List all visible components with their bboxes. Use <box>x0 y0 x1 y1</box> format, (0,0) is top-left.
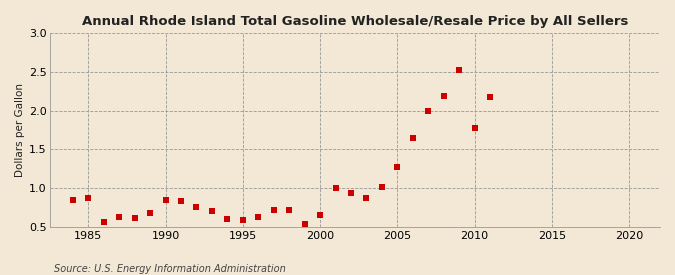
Point <box>83 196 94 200</box>
Point <box>144 210 155 215</box>
Point <box>68 198 78 202</box>
Point <box>485 95 495 100</box>
Point <box>253 214 264 219</box>
Y-axis label: Dollars per Gallon: Dollars per Gallon <box>15 83 25 177</box>
Point <box>330 186 341 190</box>
Point <box>160 197 171 202</box>
Point <box>346 191 356 196</box>
Title: Annual Rhode Island Total Gasoline Wholesale/Resale Price by All Sellers: Annual Rhode Island Total Gasoline Whole… <box>82 15 628 28</box>
Point <box>377 185 387 189</box>
Point <box>454 68 464 73</box>
Point <box>408 136 418 141</box>
Point <box>114 214 125 219</box>
Point <box>269 207 279 212</box>
Point <box>392 165 403 169</box>
Point <box>284 207 294 212</box>
Point <box>176 199 186 203</box>
Point <box>315 213 325 217</box>
Point <box>469 125 480 130</box>
Point <box>99 220 109 224</box>
Point <box>191 205 202 210</box>
Point <box>438 94 449 98</box>
Text: Source: U.S. Energy Information Administration: Source: U.S. Energy Information Administ… <box>54 264 286 274</box>
Point <box>299 222 310 227</box>
Point <box>238 218 248 222</box>
Point <box>207 209 217 213</box>
Point <box>423 108 433 113</box>
Point <box>130 216 140 220</box>
Point <box>222 217 233 221</box>
Point <box>361 196 372 200</box>
